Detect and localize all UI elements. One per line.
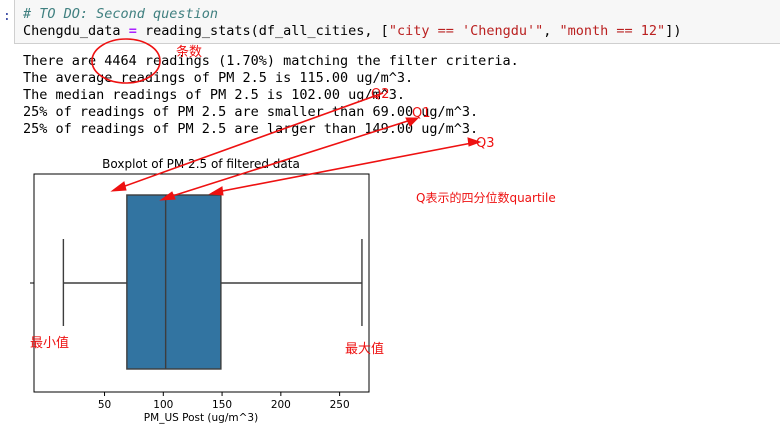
chart-title: Boxplot of PM 2.5 of filtered data: [102, 157, 300, 171]
q1-arrow: [113, 92, 384, 191]
q3-label: Q3: [476, 136, 495, 151]
x-axis-ticks: 50 100 150 200 250: [98, 392, 350, 411]
output-line-q1: 25% of readings of PM 2.5 are smaller th…: [23, 104, 479, 120]
q3-arrowhead-top: [467, 137, 482, 147]
code-comment: # TO DO: Second question: [23, 6, 219, 22]
x-tick-label-200: 200: [271, 399, 291, 411]
code-var: Chengdu_data: [23, 23, 121, 39]
q2-arrowhead-top: [405, 117, 420, 127]
q1-label: Q1: [412, 106, 431, 121]
q2-arrowhead: [159, 191, 176, 201]
code-comment-line: # TO DO: Second question: [23, 6, 218, 22]
x-tick-label-50: 50: [98, 399, 111, 411]
iqr-box: [126, 194, 222, 370]
quartile-note: Q表示的四分位数quartile: [416, 190, 556, 205]
output-line-count: There are 4464 readings (1.70%) matching…: [23, 53, 519, 69]
x-axis-label: PM_US Post (ug/m^3): [144, 412, 258, 424]
x-tick-label-250: 250: [330, 399, 350, 411]
code-arg-city: "city == 'Chengdu'": [388, 23, 544, 39]
x-tick-label-100: 100: [153, 399, 173, 411]
q3-arrowhead: [208, 186, 224, 196]
red-annotations: [91, 38, 482, 201]
cell-prompt: :: [3, 9, 11, 24]
x-tick-label-150: 150: [212, 399, 232, 411]
code-call-suffix: ]): [665, 23, 682, 39]
code-sep: ,: [543, 23, 560, 39]
count-highlight-circle: [91, 38, 161, 84]
code-call-prefix: reading_stats(df_all_cities, [: [144, 23, 389, 39]
code-call-line: Chengdu_data = reading_stats(df_all_citi…: [23, 23, 681, 39]
max-label: 最大值: [345, 341, 384, 357]
output-line-q3: 25% of readings of PM 2.5 are larger tha…: [23, 121, 479, 137]
code-assign-op: =: [128, 23, 137, 39]
q2-arrow: [162, 118, 415, 200]
q1-arrowhead: [110, 181, 127, 192]
output-line-median: The median readings of PM 2.5 is 102.00 …: [23, 87, 406, 103]
code-arg-month: "month == 12": [559, 23, 666, 39]
min-label: 最小值: [30, 335, 69, 351]
annotation-labels: 条数 Q2 Q1 Q3 Q表示的四分位数quartile 最小值 最大值: [30, 44, 556, 357]
count-label: 条数: [176, 44, 202, 60]
q2-label: Q2: [371, 87, 390, 102]
q3-arrow: [211, 141, 478, 194]
code-cell[interactable]: [14, 0, 780, 44]
